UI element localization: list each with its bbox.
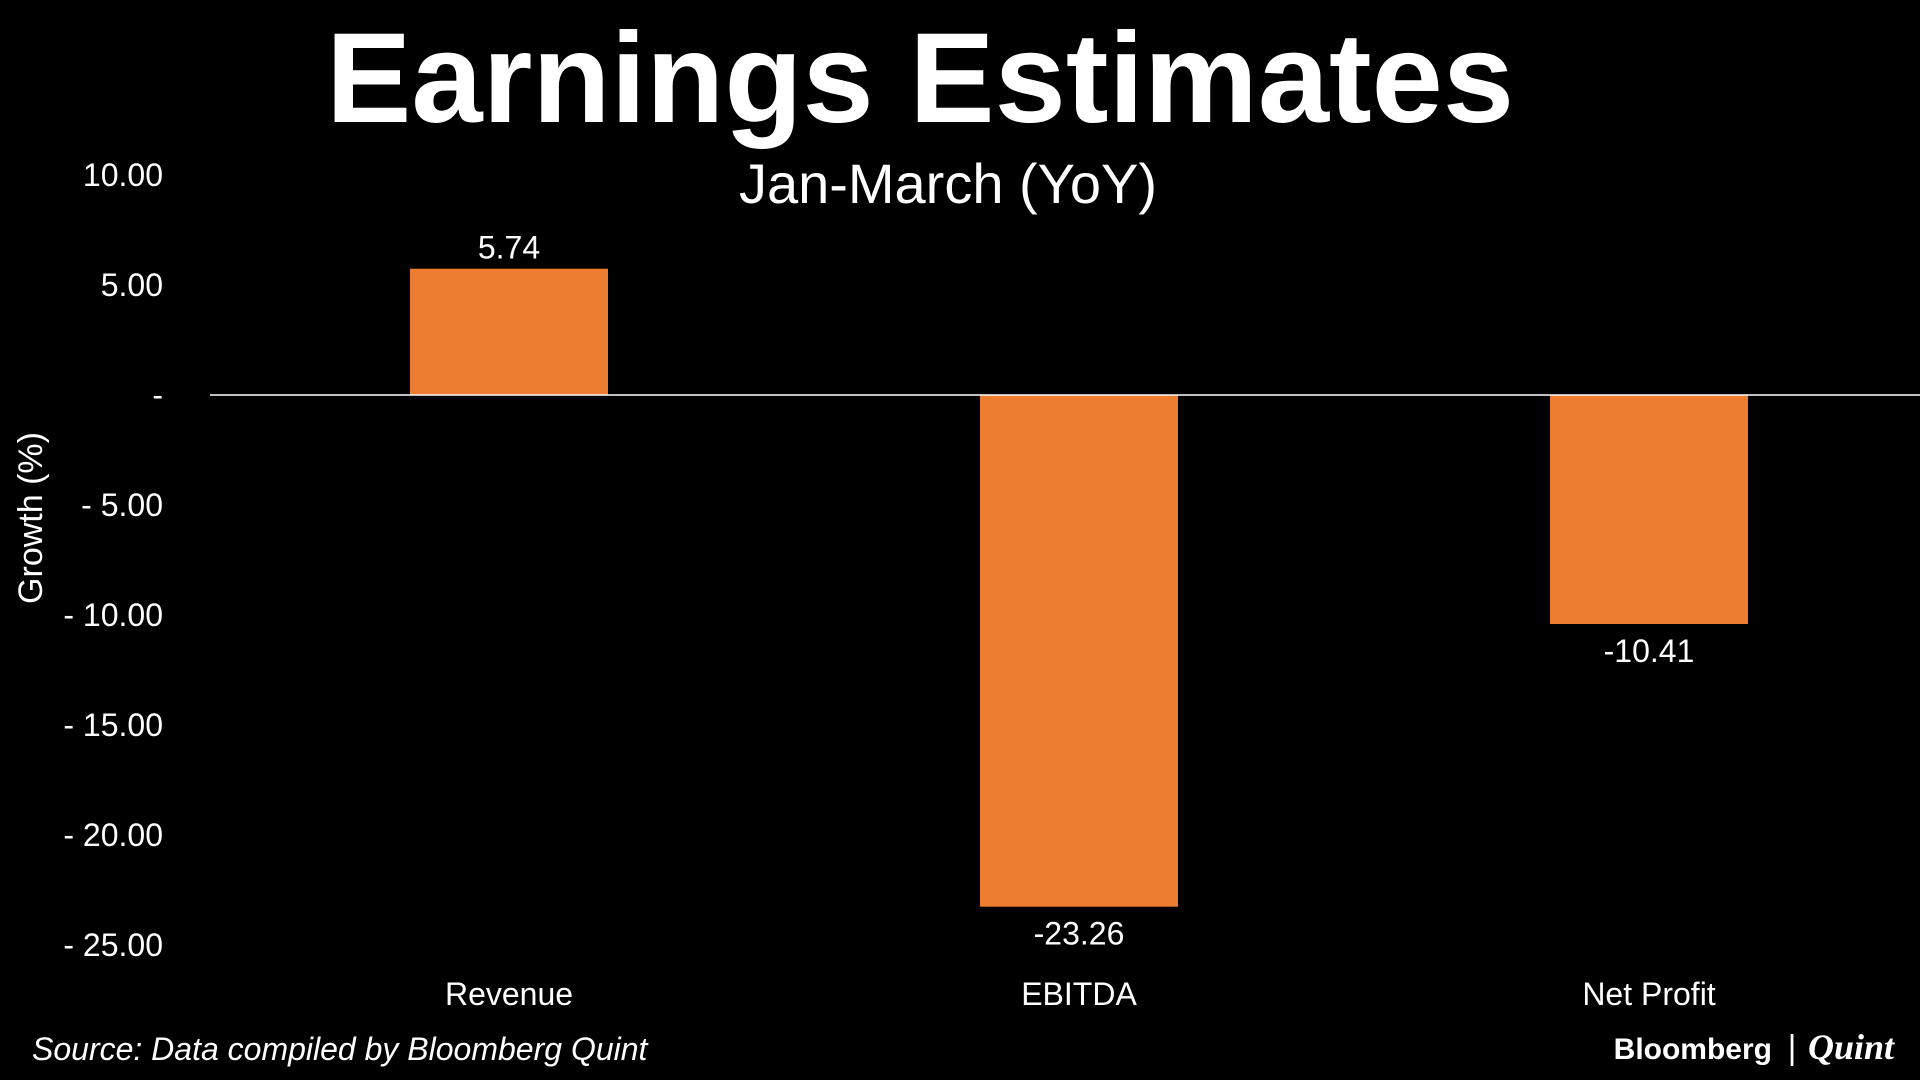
category-label: Revenue: [445, 976, 573, 1012]
bar-revenue: [410, 268, 608, 395]
chart-title: Earnings Estimates: [326, 7, 1514, 150]
brand-logo-quint: Quint: [1808, 1027, 1895, 1067]
y-tick-label: - 25.00: [63, 927, 163, 963]
bars: [410, 268, 1748, 907]
y-tick-label: - 10.00: [63, 597, 163, 633]
value-label: -23.26: [1034, 916, 1125, 952]
brand-logo: Bloomberg | Quint: [1614, 1027, 1895, 1067]
value-labels: 5.74 -23.26 -10.41: [478, 230, 1695, 952]
source-note: Source: Data compiled by Bloomberg Quint: [32, 1031, 649, 1067]
category-label: EBITDA: [1021, 976, 1137, 1012]
bar-net-profit: [1550, 395, 1748, 625]
y-tick-label: 10.00: [83, 157, 163, 193]
value-label: -10.41: [1604, 633, 1695, 669]
bar-ebitda: [980, 395, 1178, 907]
y-tick-label: - 5.00: [81, 487, 163, 523]
y-axis-ticks: 10.00 5.00 - - 5.00 - 10.00 - 15.00 - 20.00 - 2…: [63, 157, 163, 963]
category-labels: Revenue EBITDA Net Profit: [445, 976, 1716, 1012]
value-label: 5.74: [478, 230, 540, 266]
category-label: Net Profit: [1582, 976, 1715, 1012]
brand-logo-separator: |: [1788, 1029, 1797, 1067]
y-tick-label: 5.00: [101, 267, 163, 303]
y-axis-label: Growth (%): [12, 432, 50, 604]
y-tick-label: - 20.00: [63, 817, 163, 853]
y-tick-label: - 15.00: [63, 707, 163, 743]
brand-logo-bloomberg: Bloomberg: [1614, 1033, 1772, 1066]
chart-subtitle: Jan-March (YoY): [739, 152, 1157, 215]
y-tick-label: -: [152, 377, 163, 413]
